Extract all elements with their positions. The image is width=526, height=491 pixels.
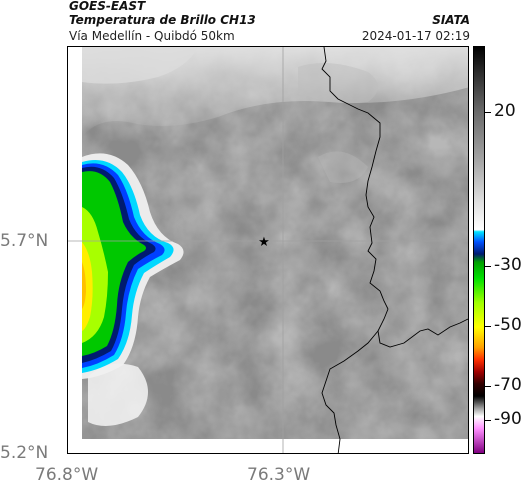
latitude-label-2: 5.2°N xyxy=(0,443,49,463)
department-border xyxy=(321,47,389,310)
location-label: Vía Medellín - Quibdó 50km xyxy=(69,29,235,43)
longitude-label-2: 76.3°W xyxy=(247,465,311,485)
department-border-3 xyxy=(321,330,379,453)
longitude-label-1: 76.8°W xyxy=(35,465,99,485)
colorbar-label-20: 20 xyxy=(494,101,516,121)
colorbar xyxy=(473,46,485,454)
timestamp-label: 2024-01-17 02:19 xyxy=(361,29,470,43)
department-border-2 xyxy=(377,308,468,348)
product-title: GOES-EAST xyxy=(69,0,146,13)
satellite-image: ★ xyxy=(68,47,468,453)
colorbar-label-minus50: -50 xyxy=(494,315,522,335)
colorbar-label-minus90: -90 xyxy=(494,409,522,429)
cold-cloud-yellow xyxy=(82,242,93,331)
product-subtitle: Temperatura de Brillo CH13 xyxy=(69,13,256,27)
star-icon: ★ xyxy=(258,235,270,250)
colorbar-label-minus30: -30 xyxy=(494,255,522,275)
satellite-map[interactable]: ★ xyxy=(67,46,469,454)
source-label: SIATA xyxy=(432,13,470,27)
latitude-label-1: 5.7°N xyxy=(0,231,49,251)
colorbar-label-minus70: -70 xyxy=(494,375,522,395)
